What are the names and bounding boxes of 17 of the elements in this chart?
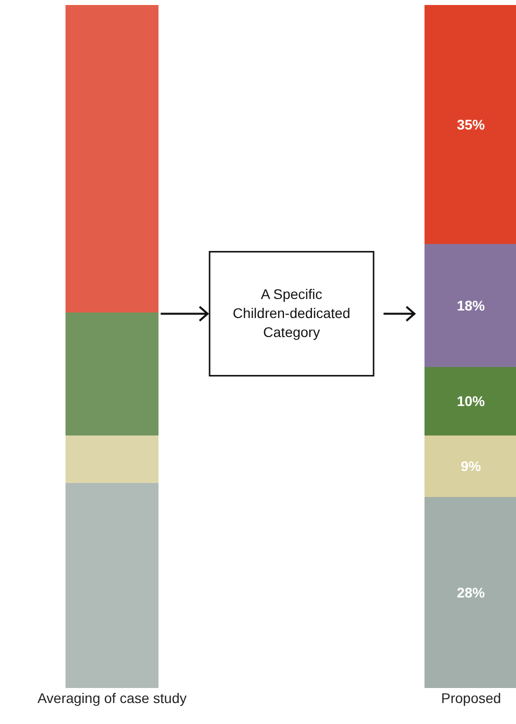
data-label: 10% (456, 393, 486, 410)
bar (424, 5, 516, 244)
data-label: 35% (456, 116, 486, 133)
data-label: 18% (456, 298, 486, 314)
bar (424, 366, 516, 436)
bar (65, 483, 159, 688)
bar (424, 496, 516, 688)
x-tick-label: Averaging of case study (37, 690, 187, 706)
bar (424, 244, 516, 367)
bar (65, 5, 159, 312)
bar (424, 435, 516, 497)
annotation: A Specific Children-dedicated Category (232, 284, 352, 342)
data-label: 28% (456, 584, 486, 600)
data-label: 9% (460, 458, 482, 474)
bar (65, 435, 159, 484)
x-tick-label: Proposed (441, 690, 502, 706)
bar (65, 312, 159, 436)
